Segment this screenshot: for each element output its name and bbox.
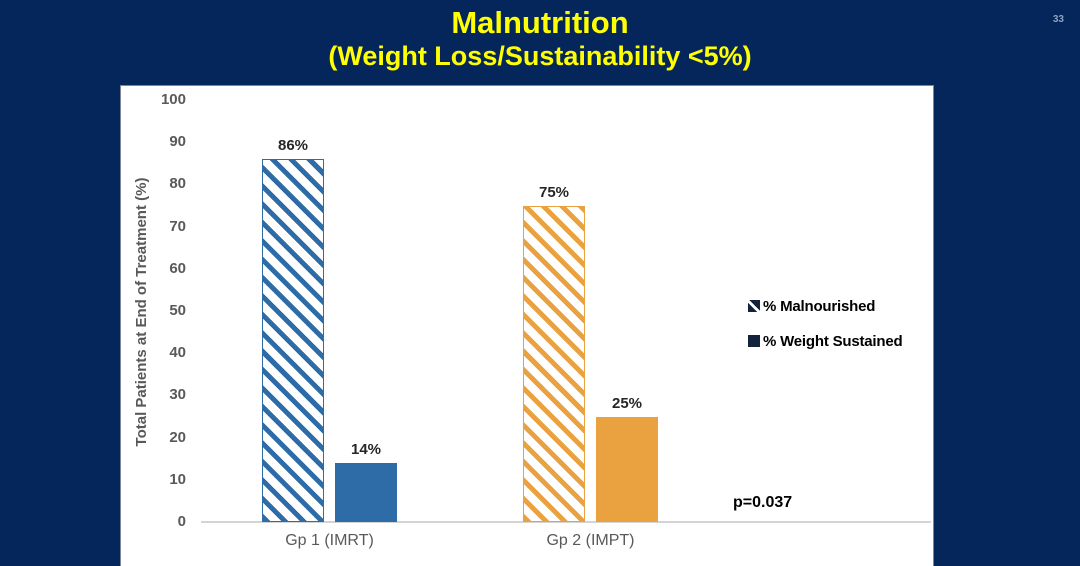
x-axis-line xyxy=(201,521,931,523)
hatched-swatch-icon xyxy=(748,300,760,312)
bar-value-label: 14% xyxy=(350,440,382,458)
legend-label: % Weight Sustained xyxy=(763,332,903,350)
y-tick-label: 90 xyxy=(169,133,186,151)
bar-gp-2-impt-malnourished xyxy=(523,205,585,522)
page-number: 33 xyxy=(1052,14,1064,25)
legend-label: % Malnourished xyxy=(763,297,876,315)
y-tick-label: 20 xyxy=(169,428,186,446)
solid-swatch-icon xyxy=(748,335,760,347)
bar-gp-1-imrt-malnourished xyxy=(262,159,324,522)
slide-title: Malnutrition xyxy=(451,5,629,40)
y-tick-label: 30 xyxy=(169,386,186,404)
y-tick-label: 100 xyxy=(160,91,186,108)
y-tick-label: 60 xyxy=(169,259,186,277)
bar-value-label: 75% xyxy=(538,183,570,201)
y-tick-label: 10 xyxy=(169,470,186,488)
y-tick-label: 80 xyxy=(169,175,186,193)
y-tick-label: 50 xyxy=(169,302,186,319)
slide-subtitle: (Weight Loss/Sustainability <5%) xyxy=(328,41,752,71)
bar-value-label: 25% xyxy=(611,394,643,412)
legend-item-weight-sustained: % Weight Sustained xyxy=(748,331,903,351)
bar-value-label: 86% xyxy=(277,137,309,155)
bar-gp-2-impt-weight-sustained xyxy=(596,416,658,522)
legend: % Malnourished % Weight Sustained xyxy=(748,296,903,366)
plot-area: 86% 14% Gp 1 (IMRT) 75% 25% Gp 2 (IMPT) xyxy=(201,100,931,549)
chart-panel: Total Patients at End of Treatment (%) 0… xyxy=(120,85,934,566)
p-value-annotation: p=0.037 xyxy=(733,494,793,511)
y-tick-label: 40 xyxy=(169,344,186,362)
x-category-label-gp-1-imrt: Gp 1 (IMRT) xyxy=(285,532,374,549)
y-tick-label: 70 xyxy=(169,217,186,235)
y-tick-label: 0 xyxy=(177,513,186,530)
legend-item-malnourished: % Malnourished xyxy=(748,296,902,316)
x-category-label-gp-2-impt: Gp 2 (IMPT) xyxy=(546,532,635,549)
bar-gp-1-imrt-weight-sustained xyxy=(335,462,397,522)
